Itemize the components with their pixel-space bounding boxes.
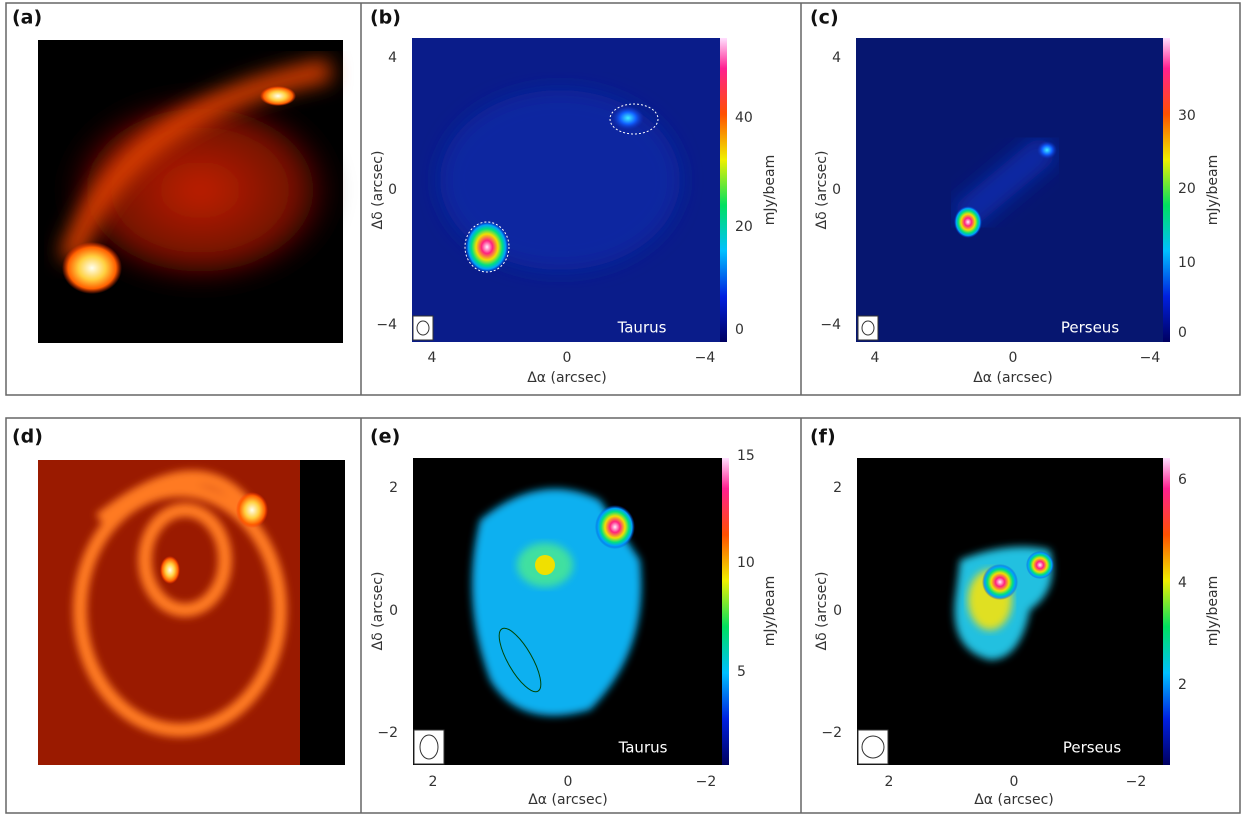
- panel-label: (c): [810, 7, 839, 29]
- x-axis-label: Δα (arcsec): [528, 792, 608, 808]
- y-tick-label: 0: [832, 182, 841, 198]
- y-tick-label: −2: [821, 725, 842, 741]
- x-tick-label: 4: [871, 350, 880, 366]
- y-axis-label: Δδ (arcsec): [814, 151, 830, 230]
- colorbar-tick-label: 4: [1178, 575, 1187, 591]
- colorbar-tick-label: 2: [1178, 677, 1187, 693]
- region-label: Taurus: [618, 739, 668, 757]
- x-tick-label: −2: [696, 774, 717, 790]
- x-tick-label: 0: [563, 350, 572, 366]
- panel-label: (b): [370, 7, 401, 29]
- x-tick-label: 2: [429, 774, 438, 790]
- colorbar-tick-label: 5: [737, 664, 746, 680]
- colorbar-tick-label: 6: [1178, 472, 1187, 488]
- colorbar-label: mJy/beam: [762, 576, 778, 647]
- y-tick-label: −4: [820, 317, 841, 333]
- image-f: [857, 458, 1170, 765]
- x-tick-label: 2: [885, 774, 894, 790]
- colorbar-tick-label: 0: [735, 322, 744, 338]
- y-axis-label: Δδ (arcsec): [370, 151, 386, 230]
- colorbar-label: mJy/beam: [762, 155, 778, 226]
- colorbar-tick-label: 0: [1178, 325, 1187, 341]
- region-label: Perseus: [1061, 319, 1119, 337]
- x-tick-label: 0: [1009, 350, 1018, 366]
- panel-label: (d): [12, 426, 43, 448]
- image-d: [38, 460, 345, 765]
- x-tick-label: 4: [428, 350, 437, 366]
- y-tick-label: 0: [388, 182, 397, 198]
- x-tick-label: 0: [564, 774, 573, 790]
- panel-label: (f): [810, 426, 836, 448]
- panel-label: (a): [12, 7, 42, 29]
- colorbar-tick-label: 30: [1178, 108, 1196, 124]
- colorbar-tick-label: 10: [737, 555, 755, 571]
- image-b: [412, 38, 727, 342]
- image-c: [856, 38, 1170, 342]
- x-tick-label: −4: [695, 350, 716, 366]
- y-tick-label: 0: [389, 603, 398, 619]
- colorbar-label: mJy/beam: [1205, 576, 1221, 647]
- colorbar-tick-label: 20: [1178, 181, 1196, 197]
- x-axis-label: Δα (arcsec): [973, 370, 1053, 386]
- y-tick-label: −2: [377, 725, 398, 741]
- image-a: [38, 40, 343, 343]
- annotations: (a) (b)4 0 −440−4Δα (arcsec)Δδ (arcsec)0204…: [12, 7, 1221, 809]
- y-axis-label: Δδ (arcsec): [814, 572, 830, 651]
- colorbar-tick-label: 10: [1178, 255, 1196, 271]
- y-tick-label: 2: [833, 480, 842, 496]
- region-label: Perseus: [1063, 739, 1121, 757]
- x-tick-label: 0: [1010, 774, 1019, 790]
- x-axis-label: Δα (arcsec): [527, 370, 607, 386]
- y-tick-label: 0: [833, 603, 842, 619]
- colorbar-tick-label: 40: [735, 110, 753, 126]
- colorbar-tick-label: 15: [737, 448, 755, 464]
- colorbar-tick-label: 20: [735, 219, 753, 235]
- frames: [5, 2, 1241, 814]
- image-e: [413, 458, 729, 765]
- y-axis-label: Δδ (arcsec): [370, 572, 386, 651]
- panel-label: (e): [370, 426, 400, 448]
- colorbar-label: mJy/beam: [1205, 155, 1221, 226]
- y-tick-label: 4: [832, 50, 841, 66]
- y-tick-label: 2: [389, 480, 398, 496]
- y-tick-label: −4: [376, 317, 397, 333]
- region-label: Taurus: [617, 319, 667, 337]
- x-tick-label: −4: [1140, 350, 1161, 366]
- x-axis-label: Δα (arcsec): [974, 792, 1054, 808]
- y-tick-label: 4: [388, 50, 397, 66]
- x-tick-label: −2: [1126, 774, 1147, 790]
